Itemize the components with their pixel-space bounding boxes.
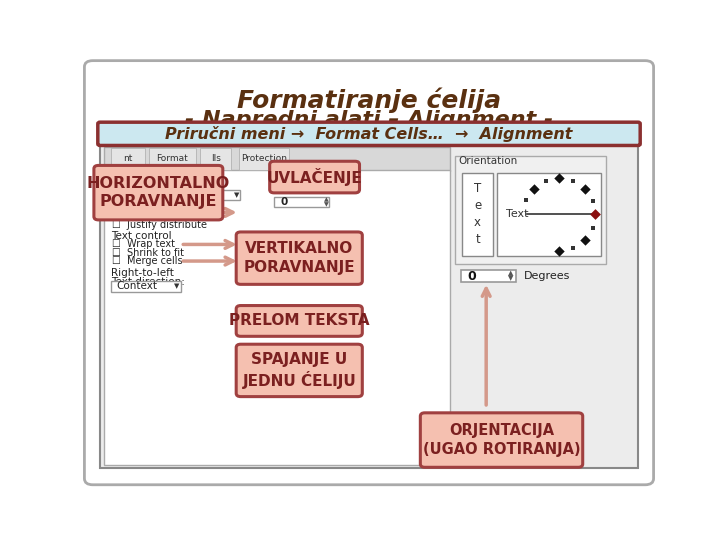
Text: UVLAČENJE: UVLAČENJE — [266, 168, 362, 186]
Point — [528, 184, 539, 193]
Text: Orientation: Orientation — [459, 156, 518, 166]
Text: Text direction:: Text direction: — [111, 277, 185, 287]
Text: ORJENTACIJA
(UGAO ROTIRANJA): ORJENTACIJA (UGAO ROTIRANJA) — [423, 423, 580, 457]
Bar — [111, 147, 145, 170]
Bar — [239, 147, 289, 170]
Text: Text control: Text control — [111, 231, 172, 241]
Text: ▼: ▼ — [174, 284, 180, 289]
Text: ☐  Justify distribute: ☐ Justify distribute — [112, 220, 207, 230]
Text: 0: 0 — [468, 269, 477, 282]
Point — [567, 177, 579, 185]
Text: Priručni meni →  Format Cells…  →  Alignment: Priručni meni → Format Cells… → Alignmen… — [166, 126, 572, 142]
Bar — [104, 170, 450, 465]
Text: PRELOM TEKSTA: PRELOM TEKSTA — [229, 313, 369, 328]
FancyBboxPatch shape — [270, 161, 359, 193]
Text: ▼: ▼ — [508, 275, 513, 281]
Text: SPAJANJE U
JEDNU ĆELIJU: SPAJANJE U JEDNU ĆELIJU — [243, 352, 356, 389]
Text: ☐  Shrink to fit: ☐ Shrink to fit — [112, 248, 184, 258]
Text: ▼: ▼ — [233, 192, 239, 198]
Text: Right-to-left: Right-to-left — [111, 268, 174, 278]
Point — [587, 197, 598, 205]
Text: Context: Context — [117, 281, 158, 292]
Text: General: General — [117, 190, 158, 200]
FancyBboxPatch shape — [236, 232, 362, 285]
Bar — [104, 147, 450, 171]
Text: 0: 0 — [281, 197, 288, 207]
Point — [579, 236, 590, 245]
Point — [590, 210, 601, 219]
Point — [554, 173, 565, 182]
Point — [540, 176, 552, 185]
Text: ▲: ▲ — [324, 197, 328, 202]
Bar — [498, 173, 600, 256]
Text: Bottom: Bottom — [117, 207, 155, 218]
Text: T
e
x
t: T e x t — [474, 183, 481, 246]
Bar — [100, 144, 638, 468]
Text: HORIZONTALNO
PORAVNANJE: HORIZONTALNO PORAVNANJE — [86, 176, 230, 210]
Text: lls: lls — [211, 154, 221, 163]
FancyBboxPatch shape — [236, 344, 362, 396]
Bar — [111, 190, 240, 200]
FancyBboxPatch shape — [84, 60, 654, 485]
Text: Protection: Protection — [241, 154, 287, 163]
Bar — [111, 207, 198, 218]
Text: VERTIKALNO
PORAVNANJE: VERTIKALNO PORAVNANJE — [243, 241, 355, 275]
Bar — [462, 173, 493, 256]
Text: ▼: ▼ — [324, 202, 328, 207]
Text: Vertical:: Vertical: — [112, 203, 156, 213]
Point — [579, 184, 590, 193]
FancyBboxPatch shape — [94, 165, 222, 220]
Bar — [148, 147, 196, 170]
Text: Indent:: Indent: — [274, 182, 311, 192]
Bar — [456, 156, 606, 265]
Text: Format: Format — [156, 154, 188, 163]
Text: Horizontal:: Horizontal: — [112, 182, 169, 192]
FancyBboxPatch shape — [98, 122, 640, 145]
Point — [521, 196, 532, 205]
Text: nt: nt — [123, 154, 132, 163]
Bar — [200, 147, 231, 170]
Text: ☐  Merge cells: ☐ Merge cells — [112, 256, 183, 266]
Point — [587, 224, 598, 233]
Point — [567, 244, 579, 253]
Bar — [274, 197, 329, 207]
Text: - Napredni alati – Alignment -: - Napredni alati – Alignment - — [185, 110, 553, 130]
Text: Text alignment:: Text alignment: — [112, 172, 193, 182]
FancyBboxPatch shape — [236, 306, 362, 336]
Text: Degrees: Degrees — [523, 271, 570, 281]
Text: ▲: ▲ — [508, 271, 513, 276]
Text: ☐  Wrap text: ☐ Wrap text — [112, 239, 176, 249]
Bar — [111, 281, 181, 292]
Bar — [461, 270, 516, 282]
Point — [554, 247, 565, 255]
FancyBboxPatch shape — [420, 413, 582, 467]
Text: Formatiranje ćelija: Formatiranje ćelija — [237, 87, 501, 113]
Text: Text: Text — [505, 210, 528, 219]
